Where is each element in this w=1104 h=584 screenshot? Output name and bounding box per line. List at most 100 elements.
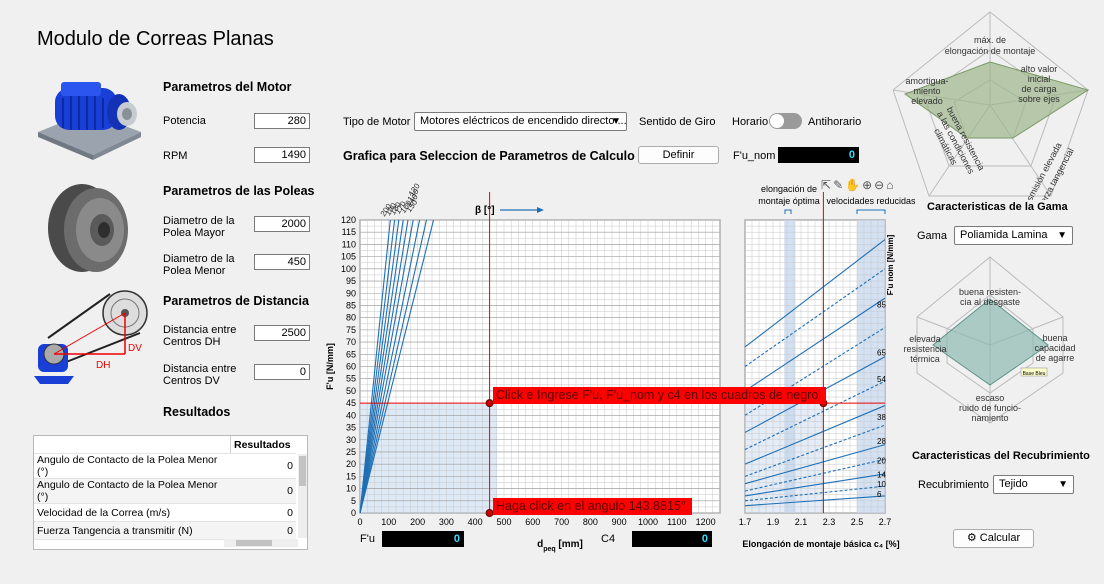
- vertical-scrollbar[interactable]: [298, 454, 307, 538]
- horizontal-scrollbar[interactable]: [224, 539, 298, 547]
- calcular-button[interactable]: ⚙ Calcular: [953, 529, 1034, 548]
- svg-text:namiento: namiento: [971, 413, 1008, 423]
- x-tick-label: 500: [496, 517, 511, 527]
- x-axis-label: dpeq [mm]: [537, 539, 583, 553]
- angle-instruction-bar: Haga click en el angulo 143.8815°: [493, 498, 692, 515]
- c4-line: [744, 444, 886, 485]
- selection-chart[interactable]: 0510152025303540455055606570758085909510…: [315, 180, 915, 555]
- polea-mayor-input[interactable]: 2000: [254, 216, 310, 232]
- x-tick-label: 800: [583, 517, 598, 527]
- results-table[interactable]: Resultados Angulo de Contacto de la Pole…: [33, 435, 308, 550]
- svg-text:de carga: de carga: [1021, 84, 1056, 94]
- definir-button[interactable]: Definir: [638, 146, 719, 164]
- x2-tick-label: 1.7: [739, 517, 752, 527]
- c4-input[interactable]: 0: [632, 531, 712, 547]
- svg-text:elongación de montaje: elongación de montaje: [945, 46, 1036, 56]
- beta-line: [359, 219, 414, 514]
- dv-input[interactable]: 0: [254, 364, 310, 380]
- recubrimiento-select[interactable]: Tejido ▼: [993, 475, 1074, 494]
- y-tick-label: 65: [346, 349, 356, 359]
- export-icon[interactable]: ⇱: [821, 178, 834, 192]
- x-tick-label: 900: [612, 517, 627, 527]
- x2-tick-label: 2.7: [879, 517, 892, 527]
- y-tick-label: 60: [346, 362, 356, 372]
- beta-line: [359, 219, 421, 514]
- y-tick-label: 15: [346, 471, 356, 481]
- y-tick-label: 70: [346, 337, 356, 347]
- c4-line: [744, 405, 886, 465]
- right-tick-label: 20: [877, 456, 886, 465]
- beta-line: [359, 219, 409, 514]
- fu-input[interactable]: 0: [382, 531, 464, 547]
- svg-text:elevado: elevado: [911, 96, 943, 106]
- recubrimiento-heading: Caracteristicas del Recubrimiento: [912, 450, 1090, 462]
- dh-field-label: Distancia entre Centros DH: [163, 324, 237, 348]
- svg-text:Base Bleu: Base Bleu: [1023, 371, 1046, 377]
- right-tick-label: 38: [877, 413, 886, 422]
- y-tick-label: 45: [346, 398, 356, 408]
- table-row: Velocidad de la Correa (m/s) 0: [34, 503, 296, 522]
- giro-toggle[interactable]: [769, 113, 802, 129]
- svg-text:amortigua-: amortigua-: [905, 76, 948, 86]
- y-tick-label: 120: [341, 215, 356, 225]
- tipo-motor-select[interactable]: Motores eléctricos de encendido directo …: [414, 112, 627, 131]
- fu-nom-label: F'u_nom: [733, 150, 776, 162]
- svg-text:escaso: escaso: [976, 393, 1005, 403]
- x-tick-label: 600: [525, 517, 540, 527]
- x2-axis-label: Elongación de montaje básica c₄ [%]: [742, 539, 899, 549]
- x-tick-label: 100: [381, 517, 396, 527]
- beta-label: β [°]: [475, 205, 495, 216]
- right-tick-label: 85: [877, 301, 886, 310]
- zoom-out-icon[interactable]: ⊖: [874, 178, 887, 192]
- brush-icon[interactable]: ✎: [833, 178, 846, 192]
- y-tick-label: 55: [346, 374, 356, 384]
- rpm-input[interactable]: 1490: [254, 147, 310, 163]
- fu-label: F'u: [360, 533, 375, 545]
- motor-heading: Parametros del Motor: [163, 80, 292, 94]
- svg-text:buena resisten-: buena resisten-: [959, 287, 1021, 297]
- right-tick-label: 14: [877, 471, 886, 480]
- pan-icon[interactable]: ✋: [845, 178, 863, 192]
- gama-label: Gama: [917, 230, 947, 242]
- chevron-down-icon: ▼: [1058, 479, 1068, 490]
- x-tick-label: 1200: [696, 517, 716, 527]
- y-tick-label: 90: [346, 288, 356, 298]
- y-tick-label: 20: [346, 459, 356, 469]
- horario-label: Horario: [732, 116, 769, 128]
- y-tick-label: 95: [346, 276, 356, 286]
- home-icon[interactable]: ⌂: [886, 178, 896, 192]
- plot-toolbar: ⇱✎✋⊕⊖⌂: [821, 178, 895, 192]
- polea-menor-input[interactable]: 450: [254, 254, 310, 270]
- beta-line: [359, 219, 404, 514]
- potencia-input[interactable]: 280: [254, 113, 310, 129]
- grafica-heading: Grafica para Seleccion de Parametros de …: [343, 149, 635, 163]
- fu-nom-input[interactable]: 0: [778, 147, 859, 163]
- svg-text:buena: buena: [1042, 333, 1067, 343]
- y-tick-label: 115: [342, 227, 356, 237]
- polea-mayor-label: Diametro de la Polea Mayor: [163, 215, 235, 239]
- svg-text:resistencia: resistencia: [903, 344, 946, 354]
- poleas-heading: Parametros de las Poleas: [163, 184, 315, 198]
- chevron-down-icon: ▼: [1057, 230, 1067, 241]
- c4-label: C4: [601, 533, 616, 545]
- x-tick-label: 200: [410, 517, 425, 527]
- y-tick-label: 5: [351, 496, 356, 506]
- svg-text:alto valor: alto valor: [1021, 64, 1058, 74]
- elong-label: montaje óptima: [758, 196, 820, 206]
- beta-line: [359, 219, 400, 514]
- y-tick-label: 25: [346, 447, 356, 457]
- x-tick-label: 1100: [667, 517, 686, 527]
- distancia-heading: Parametros de Distancia: [163, 294, 309, 308]
- beta-line: [359, 219, 427, 514]
- zoom-in-icon[interactable]: ⊕: [862, 178, 875, 192]
- x-tick-label: 1000: [638, 517, 658, 527]
- gama-select[interactable]: Poliamida Lamina ▼: [954, 226, 1073, 245]
- dh-input[interactable]: 2500: [254, 325, 310, 341]
- y-tick-label: 50: [346, 386, 356, 396]
- x2-tick-label: 2.3: [823, 517, 836, 527]
- y-tick-label: 110: [342, 239, 356, 249]
- x2-tick-label: 2.5: [851, 517, 864, 527]
- c4-line: [744, 239, 886, 348]
- gama-radar-chart: máx. de elongación de montaje alto valor…: [893, 11, 1090, 200]
- svg-text:máx. de: máx. de: [974, 35, 1006, 45]
